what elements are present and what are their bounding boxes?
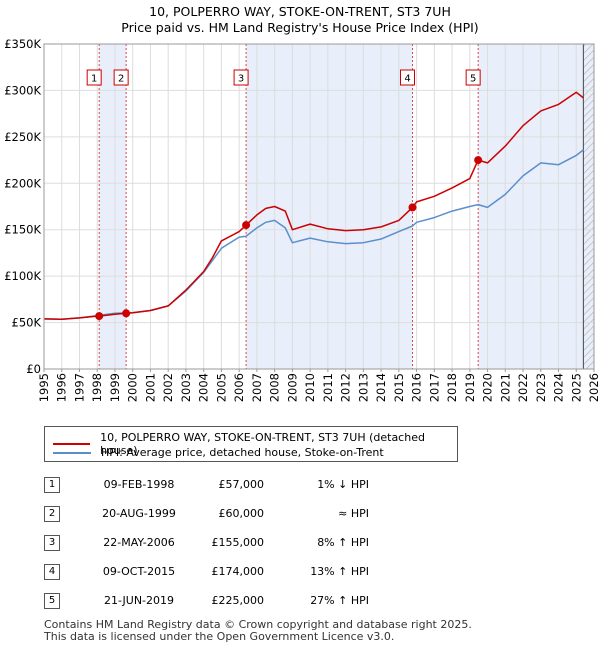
row-price: £174,000 <box>211 565 265 578</box>
x-tick-label: 2022 <box>516 373 530 402</box>
sale-point-5 <box>474 156 483 165</box>
x-tick-label: 2025 <box>569 373 583 402</box>
plot-frame <box>43 43 595 370</box>
x-tick-label: 2003 <box>179 373 193 402</box>
row-price: £225,000 <box>211 594 265 607</box>
x-tick-label: 2004 <box>197 373 211 402</box>
row-price: £155,000 <box>211 536 265 549</box>
row-date: 09-FEB-1998 <box>103 478 175 491</box>
x-tick-label: 2011 <box>321 373 335 402</box>
y-tick-label: £100K <box>4 269 41 283</box>
y-tick-label: £0 <box>26 362 41 376</box>
legend-swatch-property <box>53 443 91 445</box>
x-tick-label: 2024 <box>552 373 566 402</box>
legend-item-property: 10, POLPERRO WAY, STOKE-ON-TRENT, ST3 7U… <box>53 431 457 457</box>
sale-point-4 <box>408 203 417 212</box>
row-hpi: ≈ HPI <box>338 507 369 520</box>
table-row: 4 09-OCT-2015 £174,000 13% ↑ HPI <box>44 562 444 582</box>
footer-license: This data is licensed under the Open Gov… <box>44 630 395 643</box>
x-tick-label: 1999 <box>108 373 122 402</box>
sale-label-3: 3 <box>238 74 244 85</box>
sale-point-3 <box>242 221 251 230</box>
footer: Contains HM Land Registry data © Crown c… <box>44 619 472 643</box>
x-tick-label: 1998 <box>90 373 104 402</box>
footer-copyright: Contains HM Land Registry data © Crown c… <box>44 618 472 631</box>
row-hpi: 13% ↑ HPI <box>310 565 369 578</box>
row-marker-number: 2 <box>44 506 60 522</box>
row-marker-number: 1 <box>44 477 60 493</box>
row-date: 21-JUN-2019 <box>103 594 175 607</box>
x-tick-label: 2023 <box>534 373 548 402</box>
x-tick-label: 2010 <box>303 373 317 402</box>
x-tick-label: 2019 <box>463 373 477 402</box>
sale-label-box-4 <box>400 69 415 86</box>
sale-label-box-3 <box>233 69 249 86</box>
x-tick-label: 2002 <box>161 373 175 402</box>
chart-subtitle: Price paid vs. HM Land Registry's House … <box>121 20 479 35</box>
y-tick-label: £300K <box>4 83 41 97</box>
legend-item-hpi: HPI: Average price, detached house, Stok… <box>53 446 384 459</box>
legend: 10, POLPERRO WAY, STOKE-ON-TRENT, ST3 7U… <box>44 426 458 462</box>
y-tick-label: £350K <box>4 37 41 51</box>
x-tick-label: 2008 <box>268 373 282 402</box>
y-tick-label: £200K <box>4 176 41 190</box>
x-tick-label: 2005 <box>214 373 228 402</box>
y-tick-label: £50K <box>12 316 42 330</box>
x-tick-label: 1995 <box>37 373 51 402</box>
sale-label-5: 5 <box>470 74 476 85</box>
x-tick-label: 2026 <box>587 373 600 402</box>
legend-label-hpi: HPI: Average price, detached house, Stok… <box>101 446 384 459</box>
ownership-shade <box>478 44 594 369</box>
row-hpi: 27% ↑ HPI <box>310 594 369 607</box>
row-date: 09-OCT-2015 <box>102 565 176 578</box>
x-tick-label: 2021 <box>498 373 512 402</box>
x-tick-label: 2020 <box>481 373 495 402</box>
row-price: £57,000 <box>218 478 265 491</box>
legend-swatch-hpi <box>53 451 91 454</box>
x-tick-label: 1996 <box>55 373 69 402</box>
table-row: 2 20-AUG-1999 £60,000 ≈ HPI <box>44 504 444 524</box>
sale-label-box-5 <box>465 69 481 86</box>
table-row: 3 22-MAY-2006 £155,000 8% ↑ HPI <box>44 533 444 553</box>
sale-point-2 <box>122 309 131 318</box>
sale-label-1: 1 <box>91 74 97 85</box>
y-tick-label: £150K <box>4 223 41 237</box>
row-price: £60,000 <box>218 507 265 520</box>
x-tick-label: 2016 <box>410 373 424 402</box>
price-chart: 1 2 3 4 5 £0 £50K £100K £150K £200K £250K £300K £35… <box>4 37 600 402</box>
legend-label-property: 10, POLPERRO WAY, STOKE-ON-TRENT, ST3 7U… <box>100 431 425 457</box>
x-tick-label: 2014 <box>374 373 388 402</box>
projection-hatch <box>583 44 594 369</box>
row-date: 20-AUG-1999 <box>102 507 176 520</box>
ownership-shade <box>99 44 127 369</box>
x-tick-label: 2015 <box>392 373 406 402</box>
x-tick-label: 2009 <box>285 373 299 402</box>
row-marker-number: 4 <box>44 564 60 580</box>
x-tick-label: 2017 <box>427 373 441 402</box>
sale-label-box-1 <box>86 69 102 86</box>
ownership-shade <box>246 44 413 369</box>
row-date: 22-MAY-2006 <box>103 536 175 549</box>
x-tick-label: 2000 <box>126 373 140 402</box>
x-tick-label: 2006 <box>232 373 246 402</box>
row-marker-number: 3 <box>44 535 60 551</box>
row-hpi: 1% ↓ HPI <box>317 478 369 491</box>
x-tick-label: 2012 <box>339 373 353 402</box>
x-tick-label: 2001 <box>143 373 157 402</box>
table-row: 1 09-FEB-1998 £57,000 1% ↓ HPI <box>44 475 444 495</box>
row-hpi: 8% ↑ HPI <box>317 536 369 549</box>
y-tick-label: £250K <box>4 130 41 144</box>
chart-title: 10, POLPERRO WAY, STOKE-ON-TRENT, ST3 7U… <box>149 4 451 19</box>
sale-label-box-2 <box>113 69 129 86</box>
row-marker-number: 5 <box>44 593 60 609</box>
sale-label-2: 2 <box>118 74 124 85</box>
sale-point-1 <box>95 312 104 321</box>
x-tick-label: 2018 <box>445 373 459 402</box>
x-tick-label: 1997 <box>72 373 86 402</box>
x-tick-label: 2007 <box>250 373 264 402</box>
x-tick-label: 2013 <box>356 373 370 402</box>
sale-label-4: 4 <box>404 74 410 85</box>
table-row: 5 21-JUN-2019 £225,000 27% ↑ HPI <box>44 591 444 611</box>
